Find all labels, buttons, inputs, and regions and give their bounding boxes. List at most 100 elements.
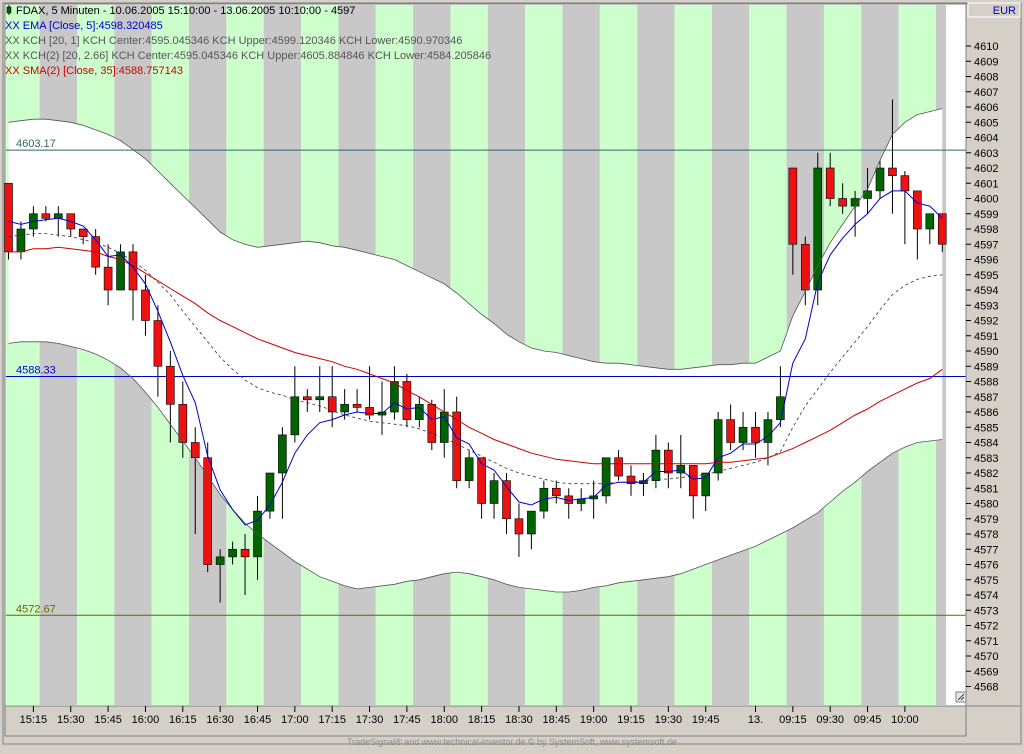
y-tick-label: 4604	[974, 133, 998, 145]
legend-entry: FDAX, 5 Minuten - 10.06.2005 15:10:00 - …	[16, 5, 355, 17]
time-band	[562, 5, 600, 705]
candle	[302, 389, 312, 412]
candle	[726, 404, 735, 451]
candle	[215, 549, 225, 603]
candle	[402, 373, 412, 428]
candle-body	[228, 548, 237, 558]
y-tick-label: 4573	[974, 605, 998, 617]
candle-body	[751, 426, 760, 443]
level-label: 4572.67	[16, 603, 56, 615]
candle	[651, 434, 661, 489]
candle-body	[340, 404, 349, 413]
legend-entry: XX KCH [20, 1] KCH Center:4595.045346 KC…	[5, 35, 462, 47]
y-tick-label: 4572	[974, 621, 998, 633]
candle-body	[365, 407, 374, 416]
x-tick-label: 16:00	[132, 714, 160, 726]
y-tick-label: 4602	[974, 163, 998, 175]
candle-body	[103, 266, 113, 291]
y-tick-label: 4578	[974, 529, 998, 541]
y-tick-label: 4581	[974, 483, 998, 495]
indicator-lines	[8, 108, 943, 593]
y-tick-label: 4598	[974, 224, 998, 236]
candle-body	[415, 404, 424, 420]
candle	[228, 541, 237, 565]
candle	[825, 152, 835, 207]
horizontal-levels: 4603.17 4588.33 4572.67	[6, 138, 966, 616]
candle	[751, 412, 760, 458]
candle-body	[53, 213, 63, 219]
y-tick-label: 4593	[974, 300, 998, 312]
candle	[676, 434, 686, 489]
x-tick-label: 17:45	[393, 714, 421, 726]
candle-body	[16, 228, 26, 253]
x-tick-label: 18:15	[468, 714, 496, 726]
candles	[4, 99, 947, 603]
x-tick-label: 15:15	[20, 714, 48, 726]
candle	[240, 534, 250, 595]
chart-type-icon	[6, 5, 12, 15]
x-tick-label: 13.	[748, 714, 763, 726]
candle	[913, 190, 922, 260]
candle-body	[900, 175, 910, 192]
x-tick-label: 18:45	[543, 714, 571, 726]
y-tick-label: 4576	[974, 560, 998, 572]
candle	[153, 305, 163, 397]
x-tick-label: 17:30	[356, 714, 384, 726]
candle-body	[302, 396, 312, 401]
footer-credit: TradeSignal® and www.technical-investor.…	[347, 737, 677, 747]
ema-line	[8, 190, 943, 526]
candle-body	[713, 419, 723, 474]
currency-button[interactable]	[967, 2, 1021, 18]
y-tick-label: 4580	[974, 499, 998, 511]
candle-body	[838, 198, 847, 207]
x-tick-label: 19:45	[692, 714, 720, 726]
candle	[527, 510, 536, 550]
candle-body	[178, 404, 188, 443]
candle	[4, 182, 13, 260]
candle-body	[551, 487, 561, 497]
y-tick-label: 4594	[974, 285, 998, 297]
candle	[203, 442, 212, 573]
candle	[452, 396, 462, 489]
candle-body	[278, 434, 287, 474]
candle-body	[128, 251, 138, 291]
candle-body	[452, 411, 462, 481]
y-tick-label: 4599	[974, 209, 998, 221]
candle-body	[601, 457, 611, 497]
x-tick-label: 10:00	[891, 714, 919, 726]
y-tick-label: 4585	[974, 422, 998, 434]
resize-grip-icon[interactable]	[955, 691, 967, 703]
time-bands	[6, 5, 946, 705]
candle-body	[327, 396, 337, 413]
x-tick-label: 09:30	[816, 714, 844, 726]
kch-envelope	[8, 108, 943, 592]
candle-body	[315, 396, 325, 401]
y-tick-label: 4601	[974, 178, 998, 190]
candle-body	[888, 167, 897, 176]
y-tick-label: 4568	[974, 682, 998, 694]
candle-body	[763, 419, 773, 443]
candle	[128, 244, 138, 321]
x-tick-label: 15:45	[94, 714, 122, 726]
y-tick-label: 4588	[974, 377, 998, 389]
candle	[464, 450, 474, 489]
y-tick-label: 4586	[974, 407, 998, 419]
level-label: 4603.17	[16, 138, 56, 150]
y-tick-label: 4582	[974, 468, 998, 480]
kch-upper-line	[8, 108, 943, 370]
time-band	[674, 5, 712, 705]
candle	[489, 473, 499, 519]
candle-body	[788, 167, 798, 245]
candle-body	[614, 457, 623, 477]
candle-body	[925, 213, 935, 230]
candle	[290, 366, 300, 443]
y-tick-label: 4609	[974, 56, 998, 68]
y-tick-label: 4570	[974, 651, 998, 663]
candle	[103, 244, 113, 306]
y-tick-label: 4607	[974, 87, 998, 99]
x-tick-label: 16:30	[206, 714, 234, 726]
x-tick-label: 09:15	[779, 714, 807, 726]
candle-body	[676, 465, 686, 474]
y-tick-label: 4574	[974, 590, 998, 602]
candle-body	[813, 167, 823, 291]
